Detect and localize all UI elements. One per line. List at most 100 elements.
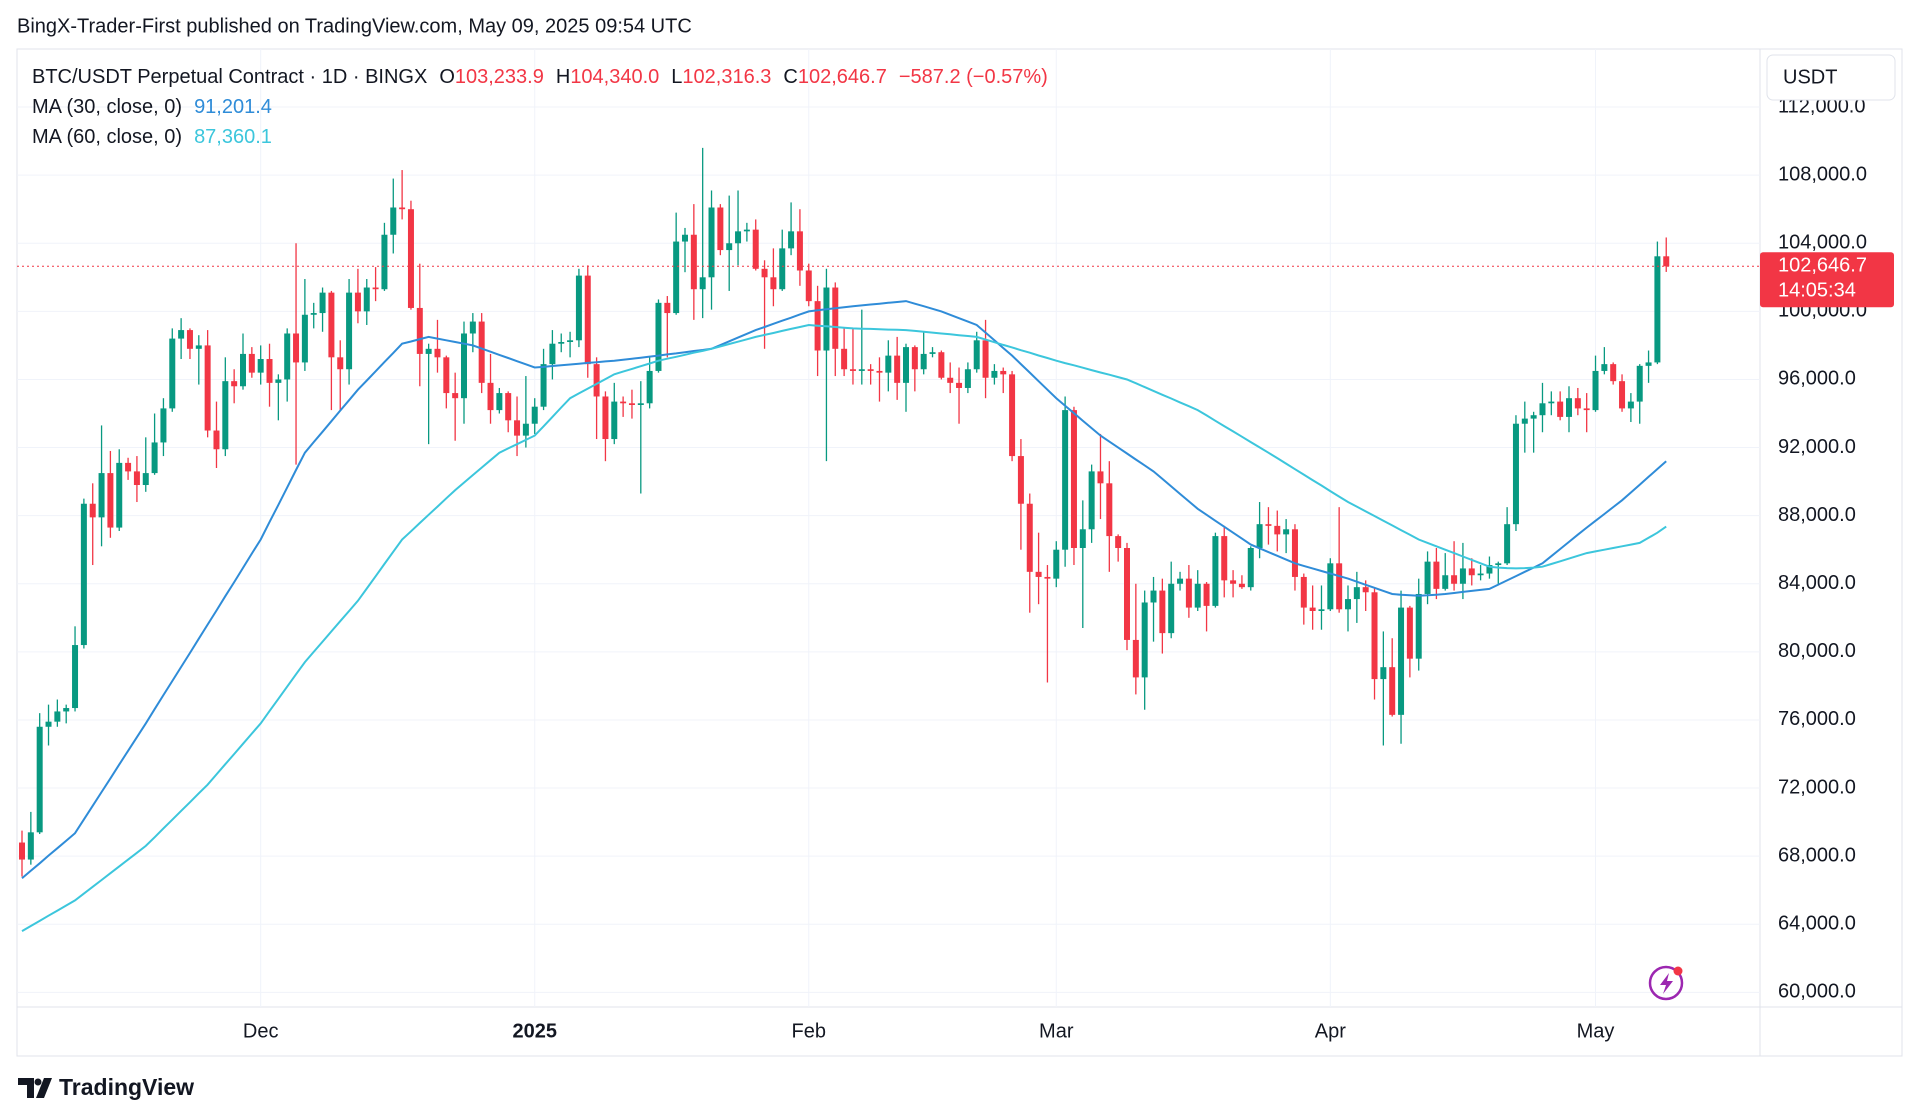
ma-value: 87,360.1	[194, 126, 272, 148]
candle-body	[823, 287, 830, 351]
x-tick-label: Apr	[1315, 1020, 1346, 1042]
candle-body	[1433, 561, 1440, 589]
candle-body	[399, 207, 406, 210]
candle-body	[1495, 563, 1502, 566]
candle-body	[1345, 599, 1351, 610]
candle-body	[310, 313, 317, 315]
chart-frame	[16, 48, 1903, 1057]
candle-body	[1362, 587, 1369, 593]
grid	[17, 49, 1760, 1007]
y-tick-label: 64,000.0	[1778, 913, 1856, 935]
candle-body	[717, 207, 724, 251]
candle-body	[894, 355, 901, 383]
x-tick-label: Mar	[1039, 1020, 1074, 1042]
candle-body	[761, 268, 768, 278]
x-tick-label: 2025	[512, 1020, 557, 1042]
candle-body	[461, 333, 467, 399]
candle-body	[1291, 529, 1298, 577]
candle-body	[885, 355, 892, 373]
candle-body	[425, 348, 432, 354]
logo-v	[36, 1078, 52, 1098]
ma-row: MA (30, close, 0) 91,201.4	[32, 92, 1048, 122]
candle-body	[1256, 524, 1263, 549]
candle-body	[1442, 575, 1449, 589]
x-tick-label: Feb	[792, 1020, 826, 1042]
candle-body	[337, 357, 344, 370]
candle-body	[655, 302, 662, 371]
candle-body	[293, 333, 300, 363]
candle-body	[1548, 401, 1555, 404]
candle-body	[204, 345, 211, 431]
candle-body	[903, 347, 909, 383]
candle-body	[567, 340, 574, 343]
candle-body	[222, 381, 229, 450]
candle-body	[301, 314, 308, 363]
candle-body	[1097, 471, 1104, 484]
candle-body	[1132, 639, 1139, 678]
candle-body	[354, 292, 361, 312]
candle-body	[1088, 471, 1095, 530]
candle-body	[1583, 408, 1590, 411]
candle-body	[54, 711, 61, 722]
candle-body	[858, 369, 865, 371]
candle-body	[1185, 578, 1192, 608]
countdown: 14:05:34	[1778, 280, 1856, 302]
candle-body	[266, 359, 273, 383]
candle-body	[1389, 667, 1396, 715]
candle-body	[911, 347, 918, 370]
candle-body	[1124, 548, 1130, 640]
ma-line	[21, 300, 1667, 880]
candle-body	[328, 292, 335, 358]
tv-logo: TradingView	[18, 1074, 194, 1100]
candle-body	[726, 243, 733, 251]
ohlc-prefix: H	[555, 66, 571, 88]
candle-body	[1539, 403, 1546, 416]
candle-body	[1601, 364, 1608, 371]
y-tick-label: 60,000.0	[1778, 981, 1856, 1003]
candle-body	[1327, 563, 1334, 610]
ohlc-value: 102,316.3	[682, 66, 772, 88]
ohlc-value: 102,646.7	[797, 66, 887, 88]
candle-body	[973, 340, 980, 370]
candle-body	[381, 234, 388, 290]
lightning-icon[interactable]	[1648, 965, 1684, 1001]
candle-body	[496, 393, 503, 411]
currency[interactable]: USDT	[1783, 66, 1837, 88]
axes: 60,000.0 64,000.0 68,000.0 72,000.0 76,000.0…	[17, 95, 1894, 1042]
y-tick-label: 68,000.0	[1778, 844, 1856, 866]
candle-body	[275, 379, 282, 383]
candle-body	[1150, 590, 1157, 603]
candle-body	[947, 377, 954, 383]
candle-body	[602, 396, 609, 440]
candle-body	[920, 353, 927, 370]
candle-body	[443, 357, 450, 394]
candle-body	[1035, 571, 1042, 577]
candle-body	[1300, 576, 1307, 608]
y-tick-label: 76,000.0	[1778, 708, 1856, 730]
candle-body	[1477, 573, 1484, 576]
currency-box: USDT	[1766, 54, 1896, 101]
candle-body	[558, 342, 565, 344]
icon-bolt	[1660, 973, 1673, 994]
ma-name: MA (30, close, 0)	[32, 96, 183, 118]
candle-body	[1159, 590, 1166, 634]
candle-body	[363, 287, 370, 312]
ma-row: MA (60, close, 0) 87,360.1	[32, 122, 1048, 152]
candle-body	[991, 370, 998, 378]
candle-body	[1115, 536, 1122, 549]
candle-body	[240, 353, 246, 387]
candle-body	[1283, 529, 1290, 535]
candle-body	[1141, 602, 1148, 678]
candle-body	[213, 430, 220, 450]
candle-body	[514, 420, 521, 436]
candles	[19, 147, 1670, 877]
candle-body	[1619, 381, 1626, 409]
symbol-title: BTC/USDT Perpetual Contract · 1D · BINGX	[32, 66, 428, 88]
candle-body	[1318, 609, 1325, 611]
candle-body	[867, 369, 874, 371]
logo-dot	[34, 1078, 42, 1086]
candle-body	[1168, 583, 1175, 634]
candle-body	[63, 708, 70, 712]
candle-body	[1026, 503, 1033, 572]
